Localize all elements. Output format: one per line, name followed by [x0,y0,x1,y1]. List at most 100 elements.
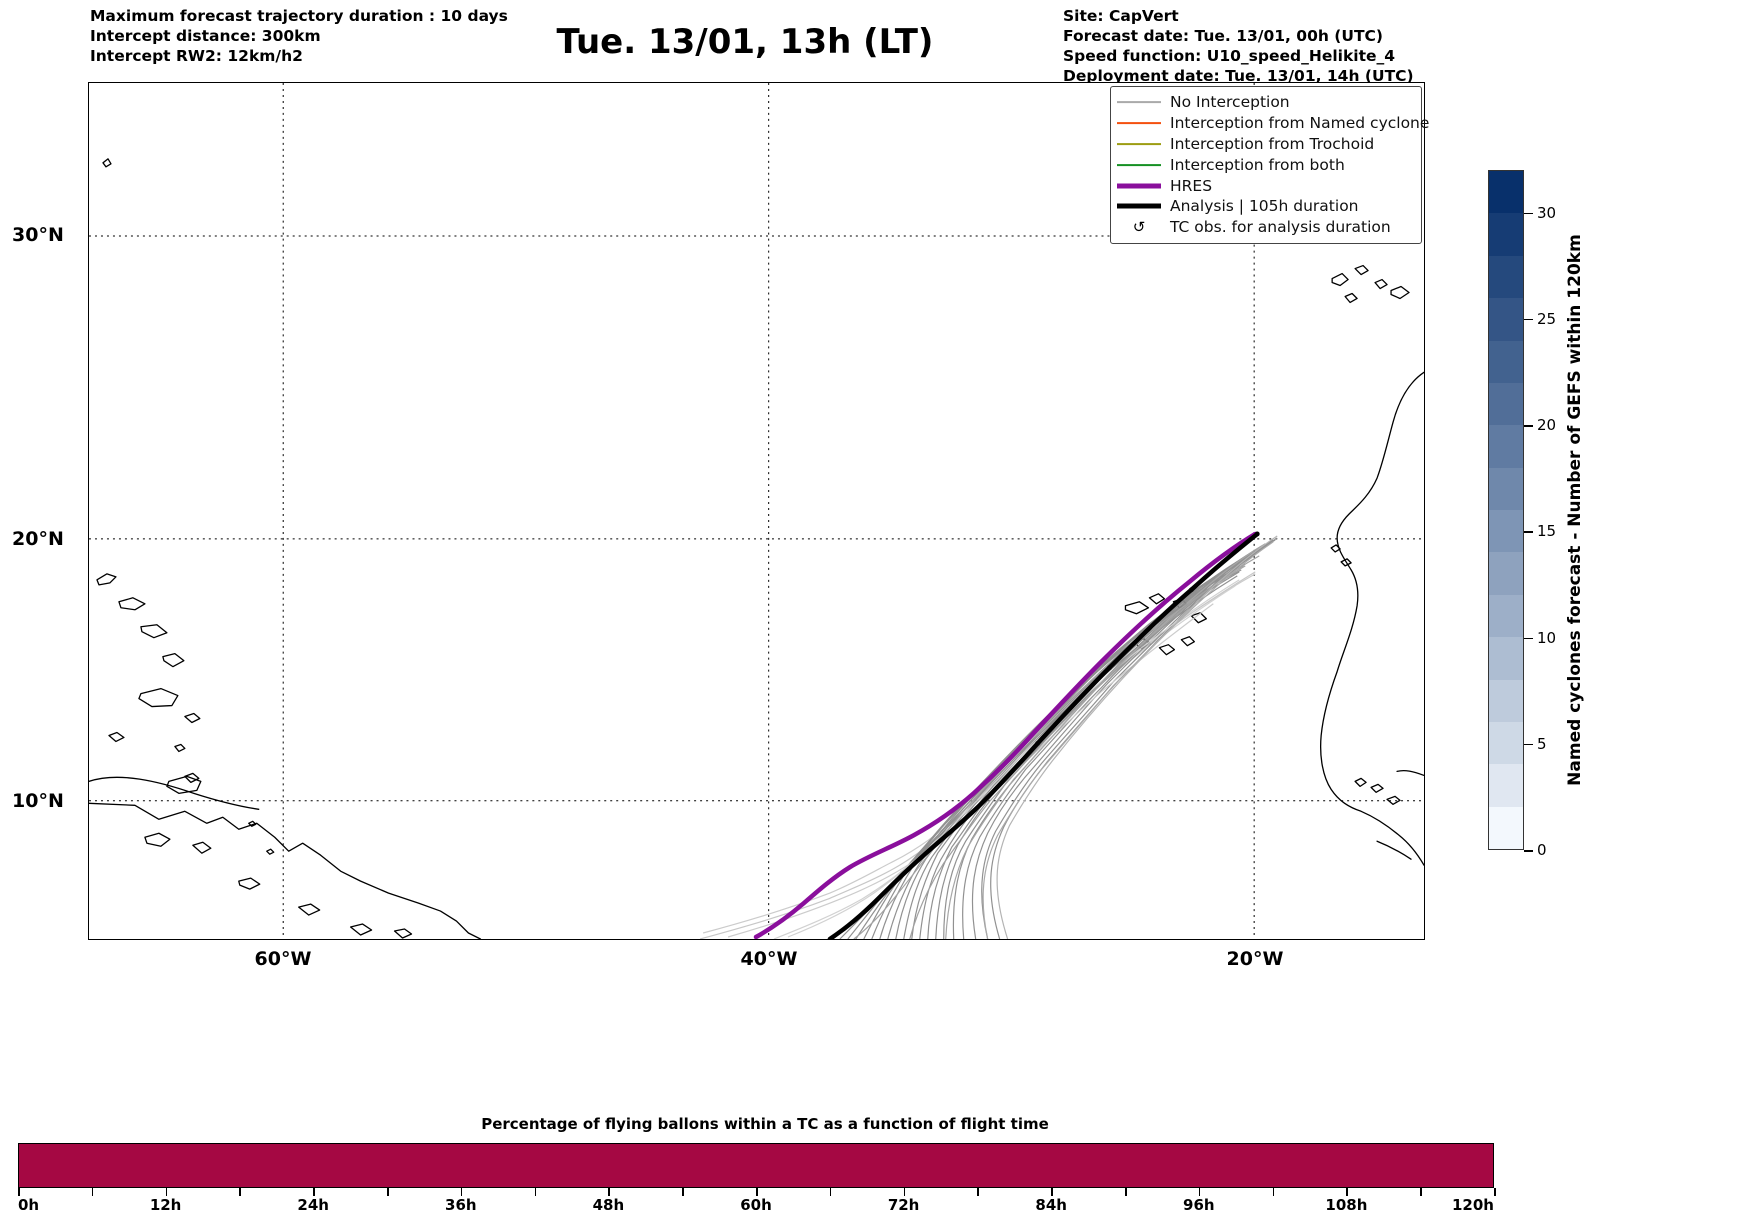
legend-swatch-analysis [1117,199,1161,213]
header-forecast-date: Forecast date: Tue. 13/01, 00h (UTC) [1063,27,1384,46]
colorbar-tick-label: 10 [1537,628,1557,647]
header-speed-function: Speed function: U10_speed_Helikite_4 [1063,47,1396,66]
map-gridlines [89,83,1424,939]
colorbar-level [1489,594,1523,638]
percentage-bar-tick [1198,1188,1201,1196]
colorbar-tick-label: 15 [1537,522,1557,541]
colorbar-level [1489,298,1523,341]
colorbar-level [1489,764,1523,807]
colorbar-level [1489,213,1523,256]
legend-label-no-interception: No Interception [1170,93,1290,112]
colorbar-tick [1524,743,1533,746]
percentage-bar-tick [91,1188,94,1196]
colorbar-title: Named cyclones forecast - Number of GEFS… [1565,234,1585,786]
legend-row-no-interception[interactable]: No Interception [1117,92,1413,113]
header-right-info: Site: CapVert Forecast date: Tue. 13/01,… [1063,6,1414,87]
percentage-bar-tick-label: 24h [297,1196,329,1214]
colorbar-tick-label: 25 [1537,309,1557,328]
legend-row-tc-obs[interactable]: ↺ TC obs. for analysis duration [1117,217,1413,238]
legend-label-tc-obs: TC obs. for analysis duration [1170,218,1391,237]
percentage-bar-tick [608,1188,610,1196]
page-title: Tue. 13/01, 13h (LT) [556,22,934,62]
analysis-track [827,531,1260,939]
percentage-bar-tick [1125,1188,1127,1196]
legend-row-named-cyclone[interactable]: Interception from Named cyclone [1117,113,1429,134]
percentage-bar-tick [1272,1188,1275,1196]
coastlines [89,158,1424,939]
colorbar-level [1489,510,1523,553]
legend-swatch-trochoid [1117,137,1161,151]
percentage-bar-axes [18,1143,1494,1188]
percentage-bar-tick-label: 60h [740,1196,772,1214]
header-left-line-1: Maximum forecast trajectory duration : 1… [90,7,508,25]
percentage-bar-tick [239,1188,241,1196]
header-site: Site: CapVert [1063,7,1179,25]
percentage-bar-tick-label: 96h [1183,1196,1215,1214]
colorbar-tick [1524,637,1533,639]
percentage-bar-tick [1420,1188,1422,1196]
map-xtick-20w: 20°W [1226,948,1284,970]
legend-swatch-hres [1117,179,1161,193]
legend-label-named-cyclone: Interception from Named cyclone [1170,114,1430,133]
percentage-bar-tick-label: 12h [149,1196,182,1214]
percentage-bar-fill [19,1144,1493,1187]
percentage-bar-tick-label: 0h [18,1196,40,1214]
percentage-bar-tick [387,1188,389,1196]
colorbar-tick [1524,318,1533,321]
legend-swatch-no-interception [1117,95,1161,109]
hres-track [753,531,1258,939]
percentage-bar-tick [18,1188,20,1196]
colorbar-level [1489,721,1523,765]
colorbar-gradient [1488,170,1524,850]
colorbar-level [1489,679,1523,722]
map-ytick-30n: 30°N [12,224,64,246]
percentage-bar-tick [1494,1188,1496,1196]
percentage-bar-tickmarks [18,1188,1496,1197]
legend-row-both[interactable]: Interception from both [1117,154,1413,175]
header-left-line-2: Intercept distance: 300km [90,27,321,46]
tc-observation-markers [1035,531,1260,746]
cyclone-icon: ↺ [1132,217,1146,236]
percentage-bar-tick-label: 84h [1035,1196,1067,1214]
map-legend: No Interception Interception from Named … [1110,86,1429,244]
legend-swatch-both [1117,158,1161,172]
colorbar-tick [1524,531,1533,533]
colorbar-tick [1524,212,1533,214]
map-xtick-40w: 40°W [740,948,798,970]
percentage-bar-tick [460,1188,463,1196]
percentage-bar-tick [1051,1188,1053,1196]
colorbar-level [1489,552,1523,595]
percentage-bar-tick [829,1188,832,1196]
colorbar-tick-label: 5 [1537,734,1547,753]
percentage-bar-tick-label: 48h [592,1196,625,1214]
percentage-bar-tick-label: 72h [887,1196,920,1214]
legend-row-hres[interactable]: HRES [1117,175,1413,196]
colorbar-level [1489,806,1523,849]
legend-swatch-named-cyclone [1117,116,1161,130]
colorbar-level [1489,382,1523,426]
percentage-bar-tick [165,1188,168,1196]
header-deployment-date: Deployment date: Tue. 13/01, 14h (UTC) [1063,67,1414,86]
header-left-line-3: Intercept RW2: 12km/h2 [90,47,303,66]
map-xtick-60w: 60°W [254,948,312,970]
colorbar-level [1489,425,1523,468]
legend-label-analysis: Analysis | 105h duration [1170,197,1359,216]
legend-row-trochoid[interactable]: Interception from Trochoid [1117,134,1413,155]
colorbar[interactable]: 0 5 10 15 20 25 30 [1488,170,1556,859]
map-ytick-10n: 10°N [12,790,64,812]
colorbar-title-wrap: Named cyclones forecast - Number of GEFS… [1560,170,1590,850]
legend-row-analysis[interactable]: Analysis | 105h duration [1117,196,1413,217]
colorbar-level [1489,171,1523,214]
legend-label-both: Interception from both [1170,155,1345,174]
percentage-bar-tick [534,1188,537,1196]
percentage-bar-tick [682,1188,684,1196]
legend-label-hres: HRES [1170,176,1213,195]
map-canvas [89,83,1424,939]
colorbar-tick [1524,850,1533,852]
map-ytick-20n: 20°N [12,528,64,550]
colorbar-level [1489,340,1523,383]
percentage-bar-tick-label: 108h [1325,1196,1368,1214]
colorbar-level [1489,255,1523,299]
header-left-info: Maximum forecast trajectory duration : 1… [90,6,508,66]
ensemble-trajectories [699,535,1278,939]
